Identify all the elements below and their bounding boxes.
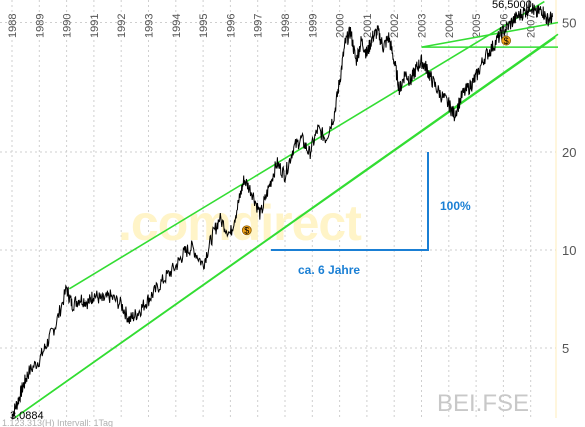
ticker-symbol: BEI.FSE (437, 390, 529, 417)
year-label-1992: 1992 (116, 14, 128, 38)
annotation-percent-label: 100% (440, 199, 471, 213)
year-label-1993: 1993 (144, 14, 156, 38)
year-label-1990: 1990 (62, 14, 74, 38)
high-value-label: 56,5000 (492, 0, 532, 11)
y-tick-50: 50 (562, 15, 576, 30)
year-label-1994: 1994 (171, 14, 183, 38)
year-label-1999: 1999 (307, 14, 319, 38)
price-series-line (11, 0, 553, 420)
channel-line-4 (421, 21, 559, 48)
dividend-marker-1 (501, 35, 512, 46)
footer-text: 1.123.313(H) Intervall: 1Tag (2, 418, 113, 427)
year-label-2003: 2003 (417, 14, 429, 38)
dividend-marker-label-0: $ (244, 226, 249, 236)
dividend-markers: $$ (241, 35, 512, 236)
year-label-1997: 1997 (253, 14, 265, 38)
annotation-bracket (271, 152, 429, 251)
y-tick-5: 5 (562, 341, 569, 356)
dividend-marker-0 (241, 225, 252, 236)
grid (0, 0, 557, 418)
year-label-1988: 1988 (7, 14, 19, 38)
channel-line-2 (14, 33, 559, 419)
watermark-text: .comdirect (118, 195, 362, 251)
year-label-2005: 2005 (471, 14, 483, 38)
annotation-duration-label: ca. 6 Jahre (298, 263, 360, 277)
year-label-2004: 2004 (444, 14, 456, 38)
year-label-2000: 2000 (335, 14, 347, 38)
year-label-2007: 2007 (526, 14, 538, 38)
year-label-1995: 1995 (198, 14, 210, 38)
year-label-1998: 1998 (280, 14, 292, 38)
year-label-1996: 1996 (225, 14, 237, 38)
year-label-1991: 1991 (89, 14, 101, 38)
y-axis-labels: 5 10 20 50 (562, 15, 576, 356)
trend-channel-lines (14, 0, 559, 419)
growth-annotation: 100% ca. 6 Jahre (271, 152, 471, 277)
year-label-1989: 1989 (34, 14, 46, 38)
y-tick-20: 20 (562, 145, 576, 160)
low-value-label: 3,0884 (10, 410, 44, 422)
year-label-2001: 2001 (362, 14, 374, 38)
year-label-2002: 2002 (389, 14, 401, 38)
x-axis-year-labels: 1988 1989 1990 1991 1992 1993 1994 1995 1996 1997… (7, 14, 538, 38)
y-tick-10: 10 (562, 243, 576, 258)
channel-line-0 (68, 0, 545, 290)
dividend-marker-label-1: $ (504, 36, 509, 46)
